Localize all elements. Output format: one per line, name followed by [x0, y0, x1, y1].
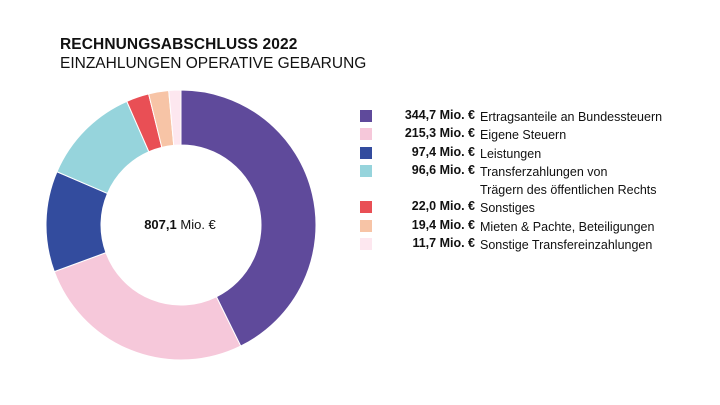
legend-item: 11,7 Mio. € Sonstige Transfereinzahlungen — [360, 236, 662, 254]
legend-swatch — [360, 238, 372, 251]
total-label: 807,1 Mio. € — [100, 217, 260, 232]
legend-label: Sonstiges — [480, 201, 535, 216]
legend-label: Eigene Steuern — [480, 128, 567, 143]
legend-swatch — [360, 219, 372, 232]
total-unit: Mio. € — [180, 217, 216, 232]
legend-item: 96,6 Mio. € Transferzahlungen von Trägern … — [360, 163, 662, 200]
legend-label-line: Transferzahlungen von — [480, 164, 608, 179]
total-value: 807,1 — [144, 217, 177, 232]
chart-title: RECHNUNGSABSCHLUSS 2022 — [60, 36, 298, 53]
legend-item: 97,4 Mio. € Leistungen — [360, 145, 662, 163]
legend-item: 22,0 Mio. € Sonstiges — [360, 199, 662, 217]
legend-swatch — [360, 110, 372, 122]
legend-item: 215,3 Mio. € Eigene Steuern — [360, 126, 662, 144]
legend-label: Ertragsanteile an Bundessteuern — [480, 110, 663, 124]
legend: 344,7 Mio. € Ertragsanteile an Bundessteu… — [360, 108, 662, 254]
legend-swatch — [360, 201, 372, 214]
legend-label: Transferzahlungen von Trägern des öffentl… — [480, 163, 657, 199]
donut-slice-6 — [168, 89, 182, 146]
legend-label: Mieten & Pachte, Beteiligungen — [480, 219, 655, 234]
legend-value: 22,0 Mio. € — [411, 199, 475, 214]
legend-swatch — [360, 128, 372, 141]
legend-value: 11,7 Mio. € — [412, 236, 475, 251]
legend-value: 97,4 Mio. € — [411, 144, 475, 159]
chart-subtitle: EINZAHLUNGEN OPERATIVE GEBARUNG — [60, 55, 367, 72]
legend-value: 96,6 Mio. € — [411, 162, 475, 177]
legend-label: Sonstige Transfereinzahlungen — [480, 238, 653, 253]
legend-swatch — [360, 146, 372, 159]
legend-label: Leistungen — [480, 146, 542, 161]
legend-item: 344,7 Mio. € Ertragsanteile an Bundessteu… — [360, 108, 662, 126]
legend-value: 344,7 Mio. € — [404, 108, 475, 122]
legend-swatch — [360, 164, 372, 177]
legend-value: 19,4 Mio. € — [411, 217, 475, 232]
donut-slice-1 — [53, 252, 242, 361]
legend-value: 215,3 Mio. € — [404, 126, 475, 141]
donut-slice-0 — [180, 89, 317, 347]
legend-item: 19,4 Mio. € Mieten & Pachte, Beteiligunge… — [360, 218, 662, 236]
legend-label-line: Trägern des öffentlichen Rechts — [480, 182, 657, 197]
